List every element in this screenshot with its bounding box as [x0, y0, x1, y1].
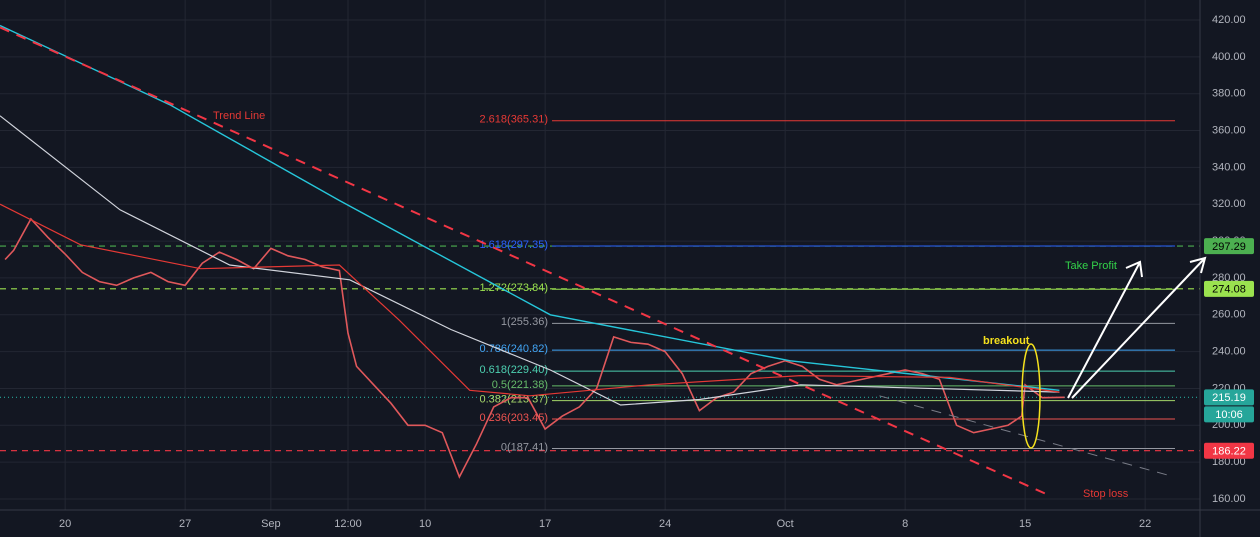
arrow	[1067, 260, 1143, 399]
x-tick-label: Oct	[777, 518, 794, 530]
series-line	[0, 24, 1060, 391]
price-tag-label: 297.29	[1212, 241, 1246, 253]
x-tick-label: 15	[1019, 518, 1031, 530]
plot-area: 2.618(365.31) 1.618(297.35) 1.272(273.84) 1…	[0, 24, 1200, 497]
fib-label: 0.5(221.38)	[492, 379, 548, 391]
fib-label: 0.236(203.45)	[480, 412, 549, 424]
price-tag	[1204, 389, 1254, 406]
breakout-ellipse	[1021, 343, 1041, 449]
y-tick-label: 320.00	[1212, 198, 1246, 210]
x-tick-label: 12:00	[334, 518, 362, 530]
y-tick-label: 160.00	[1212, 493, 1246, 505]
countdown-tag	[1204, 406, 1254, 423]
x-tick-label: 22	[1139, 518, 1151, 530]
y-tick-label: 260.00	[1212, 309, 1246, 321]
fib-label: 0.618(229.40)	[480, 364, 549, 376]
fib-label: 2.618(365.31)	[480, 114, 549, 126]
fib-label: 1.272(273.84)	[480, 282, 549, 294]
annotation: Take Profit	[1065, 260, 1117, 272]
y-tick-label: 400.00	[1212, 51, 1246, 63]
y-tick-label: 380.00	[1212, 88, 1246, 100]
fib-label: 1(255.36)	[501, 316, 548, 328]
y-tick-label: 340.00	[1212, 161, 1246, 173]
countdown: 10:06	[1215, 409, 1243, 421]
series-line	[0, 203, 1060, 397]
price-tag	[1204, 442, 1254, 459]
price-tag-label: 274.08	[1212, 284, 1246, 296]
price-tag	[1204, 280, 1254, 297]
y-tick-label: 280.00	[1212, 272, 1246, 284]
arrow	[1071, 256, 1207, 399]
price-tag-label: 186.22	[1212, 446, 1246, 458]
arrows	[1067, 256, 1207, 399]
fib-label: 0.786(240.82)	[480, 343, 549, 355]
x-tick-label: 10	[419, 518, 431, 530]
price-tag	[1204, 238, 1254, 255]
x-tick-label: 27	[179, 518, 191, 530]
x-tick-label: 8	[902, 518, 908, 530]
x-tick-label: 17	[539, 518, 551, 530]
y-tick-label: 360.00	[1212, 124, 1246, 136]
y-tick-label: 240.00	[1212, 346, 1246, 358]
series-line	[0, 26, 1050, 497]
x-tick-label: 24	[659, 518, 671, 530]
annotation: breakout	[983, 335, 1030, 347]
x-tick-label: Sep	[261, 518, 281, 530]
price-tag-label: 215.19	[1212, 392, 1246, 404]
x-tick-label: 20	[59, 518, 71, 530]
fib-label: 0(187.41)	[501, 441, 548, 453]
fib-label: 1.618(297.35)	[480, 239, 549, 251]
series-line	[0, 115, 1060, 406]
annotation: Stop loss	[1083, 488, 1129, 500]
y-tick-label: 420.00	[1212, 14, 1246, 26]
overlay: Trend Line Take Profit breakout Stop loss	[213, 110, 1207, 500]
annotation: Trend Line	[213, 110, 265, 122]
y-tick-label: 180.00	[1212, 456, 1246, 468]
series-line	[879, 395, 1175, 478]
